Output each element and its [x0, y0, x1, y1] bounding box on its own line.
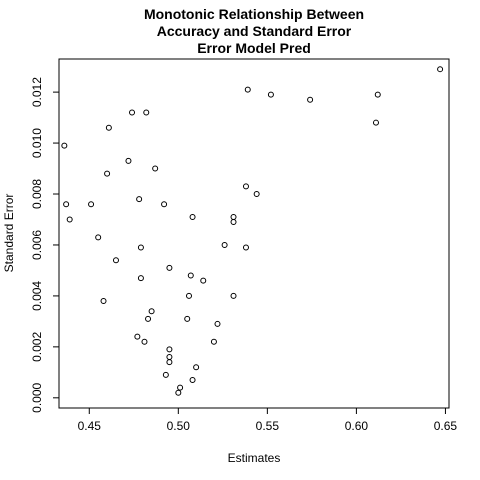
x-tick-label: 0.50 [167, 419, 191, 433]
data-point [210, 338, 217, 345]
data-point [307, 96, 314, 103]
data-point [143, 109, 150, 116]
data-point [148, 308, 155, 315]
data-point [253, 191, 260, 198]
chart-title-line-1: Monotonic Relationship Between [144, 6, 364, 22]
data-point [125, 157, 132, 164]
data-point [187, 272, 194, 279]
data-point [230, 292, 237, 299]
data-point [136, 196, 143, 203]
data-point [230, 219, 237, 226]
data-point [184, 315, 191, 322]
data-point [63, 201, 70, 208]
data-point [100, 298, 107, 305]
x-tick-label: 0.65 [434, 419, 458, 433]
chart-title-line-2: Accuracy and Standard Error [157, 23, 352, 39]
data-point [193, 364, 200, 371]
data-point [374, 91, 381, 98]
data-point [214, 320, 221, 327]
data-point [166, 359, 173, 366]
data-point [112, 257, 119, 264]
data-point [161, 201, 168, 208]
x-tick-label: 0.45 [78, 419, 102, 433]
data-point [134, 333, 141, 340]
data-point [175, 389, 182, 396]
data-point [177, 384, 184, 391]
data-point [267, 91, 274, 98]
data-point [437, 66, 444, 73]
data-point [141, 338, 148, 345]
data-point [189, 376, 196, 383]
y-axis-label: Standard Error [2, 194, 16, 273]
data-point [242, 244, 249, 251]
data-point [66, 216, 73, 223]
data-point [221, 241, 228, 248]
y-tick-label: 0.000 [30, 382, 44, 412]
data-point [104, 170, 111, 177]
data-point [95, 234, 102, 241]
data-point [137, 244, 144, 251]
x-axis: 0.45 0.50 0.55 0.60 0.65 [78, 407, 458, 433]
data-point [137, 275, 144, 282]
x-tick-label: 0.55 [256, 419, 280, 433]
data-point [166, 346, 173, 353]
y-tick-label: 0.004 [30, 281, 44, 311]
data-point [189, 213, 196, 220]
y-tick-label: 0.012 [30, 77, 44, 107]
x-axis-label: Estimates [228, 451, 281, 465]
data-point [186, 292, 192, 299]
data-point [242, 183, 249, 190]
data-point [162, 371, 169, 378]
x-tick-label: 0.60 [345, 419, 369, 433]
data-point [145, 315, 152, 322]
data-point [129, 109, 136, 116]
data-points [61, 66, 444, 396]
data-point [244, 86, 251, 93]
chart-title-line-3: Error Model Pred [197, 40, 311, 56]
data-point [105, 124, 112, 131]
y-tick-label: 0.010 [30, 128, 44, 158]
data-point [166, 264, 173, 271]
y-tick-label: 0.002 [30, 332, 44, 362]
data-point [61, 142, 68, 149]
data-point [88, 201, 95, 208]
y-axis: 0.000 0.002 0.004 0.006 0.008 0.010 0.012 [30, 77, 60, 413]
data-point [372, 119, 379, 126]
y-tick-label: 0.006 [30, 230, 44, 260]
data-point [152, 165, 159, 172]
data-point [200, 277, 207, 284]
y-tick-label: 0.008 [30, 179, 44, 209]
